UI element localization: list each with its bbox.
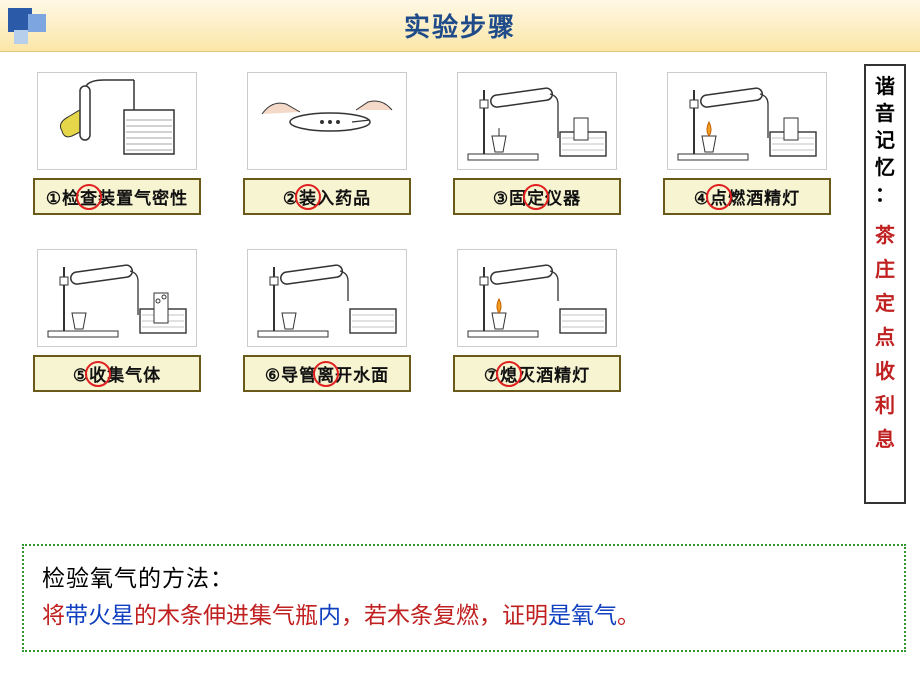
step-4-caption: ④点燃酒精灯 — [663, 178, 831, 215]
step-6-num: ⑥ — [265, 366, 281, 385]
method-segment: 是氧气 — [548, 602, 617, 628]
step-6-pre: 导管 — [281, 366, 317, 385]
step-6-caption: ⑥导管离开水面 — [243, 355, 411, 392]
step-2-post: 入药品 — [317, 189, 371, 208]
step-6-emph: 离 — [317, 361, 335, 386]
step-3-num: ③ — [493, 189, 509, 208]
step-7-num: ⑦ — [484, 366, 500, 385]
method-segment: ，若木条复燃，证明 — [341, 602, 548, 628]
step-1: ①检查装置气密性 — [22, 72, 212, 215]
step-1-caption: ①检查装置气密性 — [33, 178, 201, 215]
step-1-post: 装置气密性 — [98, 189, 188, 208]
method-segment: 带火星 — [65, 602, 134, 628]
step-1-pre: 检 — [62, 189, 80, 208]
step-2-caption: ②装入药品 — [243, 178, 411, 215]
step-3-caption: ③固定仪器 — [453, 178, 621, 215]
steps-grid: ①检查装置气密性 ②装入药品 — [22, 72, 852, 392]
step-4-emph: 点 — [710, 184, 728, 209]
step-5-post: 集气体 — [107, 366, 161, 385]
method-segment: 。 — [617, 602, 640, 628]
step-1-num: ① — [46, 189, 62, 208]
content-area: ①检查装置气密性 ②装入药品 — [0, 52, 920, 392]
step-2-emph: 装 — [299, 184, 317, 209]
mnemonic-box: 谐音记忆： 茶庄定点收利息 — [864, 64, 906, 504]
step-5-num: ⑤ — [73, 366, 89, 385]
step-4-num: ④ — [694, 189, 710, 208]
step-6: ⑥导管离开水面 — [232, 249, 422, 392]
method-segment: 将 — [42, 602, 65, 628]
method-box: 检验氧气的方法： 将带火星的木条伸进集气瓶内，若木条复燃，证明是氧气。 — [22, 544, 906, 652]
step-3-post: 仪器 — [545, 189, 581, 208]
step-1-emph: 查 — [80, 184, 98, 209]
step-2: ②装入药品 — [232, 72, 422, 215]
step-7-illustration — [457, 249, 617, 347]
step-6-post: 开水面 — [335, 366, 389, 385]
corner-decoration — [0, 0, 60, 50]
method-body: 将带火星的木条伸进集气瓶内，若木条复燃，证明是氧气。 — [42, 597, 886, 634]
step-3-emph: 定 — [527, 184, 545, 209]
step-7-caption: ⑦熄灭酒精灯 — [453, 355, 621, 392]
title-bar: 实验步骤 — [0, 0, 920, 52]
step-4: ④点燃酒精灯 — [652, 72, 842, 215]
method-title: 检验氧气的方法： — [42, 560, 886, 597]
step-1-illustration — [37, 72, 197, 170]
step-3-illustration — [457, 72, 617, 170]
page-title: 实验步骤 — [404, 7, 516, 44]
step-3: ③固定仪器 — [442, 72, 632, 215]
method-segment: 内 — [318, 602, 341, 628]
step-7-emph: 熄 — [500, 361, 518, 386]
step-5-illustration — [37, 249, 197, 347]
step-5: ⑤收集气体 — [22, 249, 212, 392]
step-7: ⑦熄灭酒精灯 — [442, 249, 632, 392]
step-2-num: ② — [283, 189, 299, 208]
step-4-post: 燃酒精灯 — [728, 189, 800, 208]
step-5-emph: 收 — [89, 361, 107, 386]
step-6-illustration — [247, 249, 407, 347]
step-2-illustration — [247, 72, 407, 170]
step-4-illustration — [667, 72, 827, 170]
method-segment: 的木条伸进集气瓶 — [134, 602, 318, 628]
step-7-post: 灭酒精灯 — [518, 366, 590, 385]
step-5-caption: ⑤收集气体 — [33, 355, 201, 392]
mnemonic-header: 谐音记忆： — [875, 74, 895, 209]
mnemonic-body: 茶庄定点收利息 — [875, 219, 895, 457]
step-3-pre: 固 — [509, 189, 527, 208]
